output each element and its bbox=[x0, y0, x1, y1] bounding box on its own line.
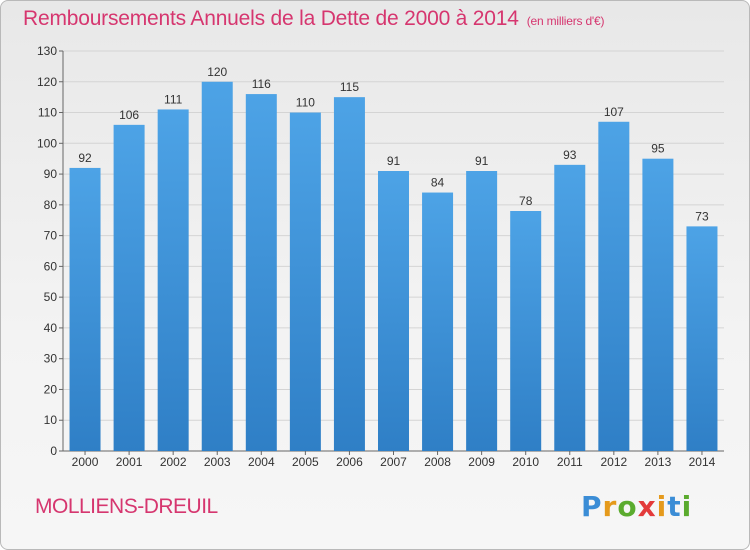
x-tick-label: 2002 bbox=[160, 455, 187, 469]
data-label: 92 bbox=[78, 151, 92, 165]
logo-letter: t bbox=[667, 490, 682, 523]
x-tick-label: 2001 bbox=[116, 455, 143, 469]
y-tick-label: 120 bbox=[37, 75, 57, 89]
bar bbox=[378, 171, 409, 451]
y-tick-label: 90 bbox=[44, 167, 58, 181]
data-label: 84 bbox=[431, 176, 445, 190]
x-tick-label: 2007 bbox=[380, 455, 407, 469]
chart-title-text: Remboursements Annuels de la Dette de 20… bbox=[23, 7, 519, 30]
y-tick-label: 30 bbox=[44, 352, 58, 366]
x-tick-label: 2009 bbox=[468, 455, 495, 469]
data-label: 120 bbox=[207, 65, 227, 79]
logo-letter: i bbox=[681, 490, 693, 523]
x-tick-label: 2008 bbox=[424, 455, 451, 469]
data-label: 111 bbox=[164, 92, 183, 106]
x-tick-label: 2006 bbox=[336, 455, 363, 469]
bar bbox=[642, 158, 674, 451]
data-label: 116 bbox=[252, 77, 271, 91]
logo-letter: P bbox=[581, 490, 603, 523]
x-tick-label: 2013 bbox=[645, 455, 672, 469]
commune-name: MOLLIENS-DREUIL bbox=[35, 495, 218, 518]
bar bbox=[466, 171, 498, 451]
x-tick-label: 2010 bbox=[512, 455, 539, 469]
x-tick-label: 2014 bbox=[689, 455, 716, 469]
x-tick-label: 2012 bbox=[600, 455, 627, 469]
data-label: 95 bbox=[651, 142, 665, 156]
chart-title: Remboursements Annuels de la Dette de 20… bbox=[23, 7, 604, 31]
x-tick-label: 2011 bbox=[557, 455, 583, 469]
y-tick-label: 50 bbox=[44, 290, 58, 304]
y-tick-label: 40 bbox=[44, 321, 58, 335]
data-label: 78 bbox=[519, 194, 533, 208]
proxiti-logo[interactable]: Proxiti bbox=[581, 490, 692, 523]
x-tick-label: 2003 bbox=[204, 455, 231, 469]
data-label: 106 bbox=[119, 108, 139, 122]
y-tick-label: 60 bbox=[44, 259, 58, 273]
bar bbox=[69, 167, 101, 451]
data-label: 115 bbox=[340, 80, 359, 94]
data-label: 73 bbox=[695, 209, 709, 223]
bar bbox=[510, 211, 542, 451]
y-tick-label: 80 bbox=[44, 198, 58, 212]
data-label: 93 bbox=[563, 148, 577, 162]
y-tick-label: 70 bbox=[44, 229, 58, 243]
y-tick-label: 130 bbox=[37, 44, 57, 58]
logo-letter: i bbox=[656, 490, 668, 523]
bar bbox=[554, 164, 586, 451]
bar bbox=[113, 124, 145, 451]
logo-letter: r bbox=[602, 490, 618, 523]
logo-letter: o bbox=[617, 490, 638, 523]
bar bbox=[333, 97, 365, 452]
bar bbox=[157, 109, 189, 451]
bar bbox=[201, 81, 233, 452]
y-tick-label: 110 bbox=[38, 106, 57, 120]
bar bbox=[686, 226, 718, 451]
y-tick-label: 100 bbox=[37, 136, 57, 150]
data-label: 107 bbox=[604, 105, 624, 119]
data-label: 91 bbox=[387, 154, 401, 168]
logo-letter: x bbox=[637, 490, 657, 523]
bar bbox=[245, 94, 277, 452]
x-tick-label: 2005 bbox=[292, 455, 319, 469]
data-label: 91 bbox=[475, 154, 489, 168]
chart-unit: (en milliers d'€) bbox=[526, 14, 605, 28]
bar bbox=[289, 112, 321, 452]
y-tick-label: 20 bbox=[44, 382, 58, 396]
data-label: 110 bbox=[296, 96, 315, 110]
bar bbox=[422, 192, 454, 452]
y-tick-label: 10 bbox=[44, 413, 58, 427]
bar bbox=[598, 121, 630, 452]
x-tick-label: 2004 bbox=[248, 455, 275, 469]
x-tick-label: 2000 bbox=[72, 455, 99, 469]
y-tick-label: 0 bbox=[50, 444, 57, 458]
